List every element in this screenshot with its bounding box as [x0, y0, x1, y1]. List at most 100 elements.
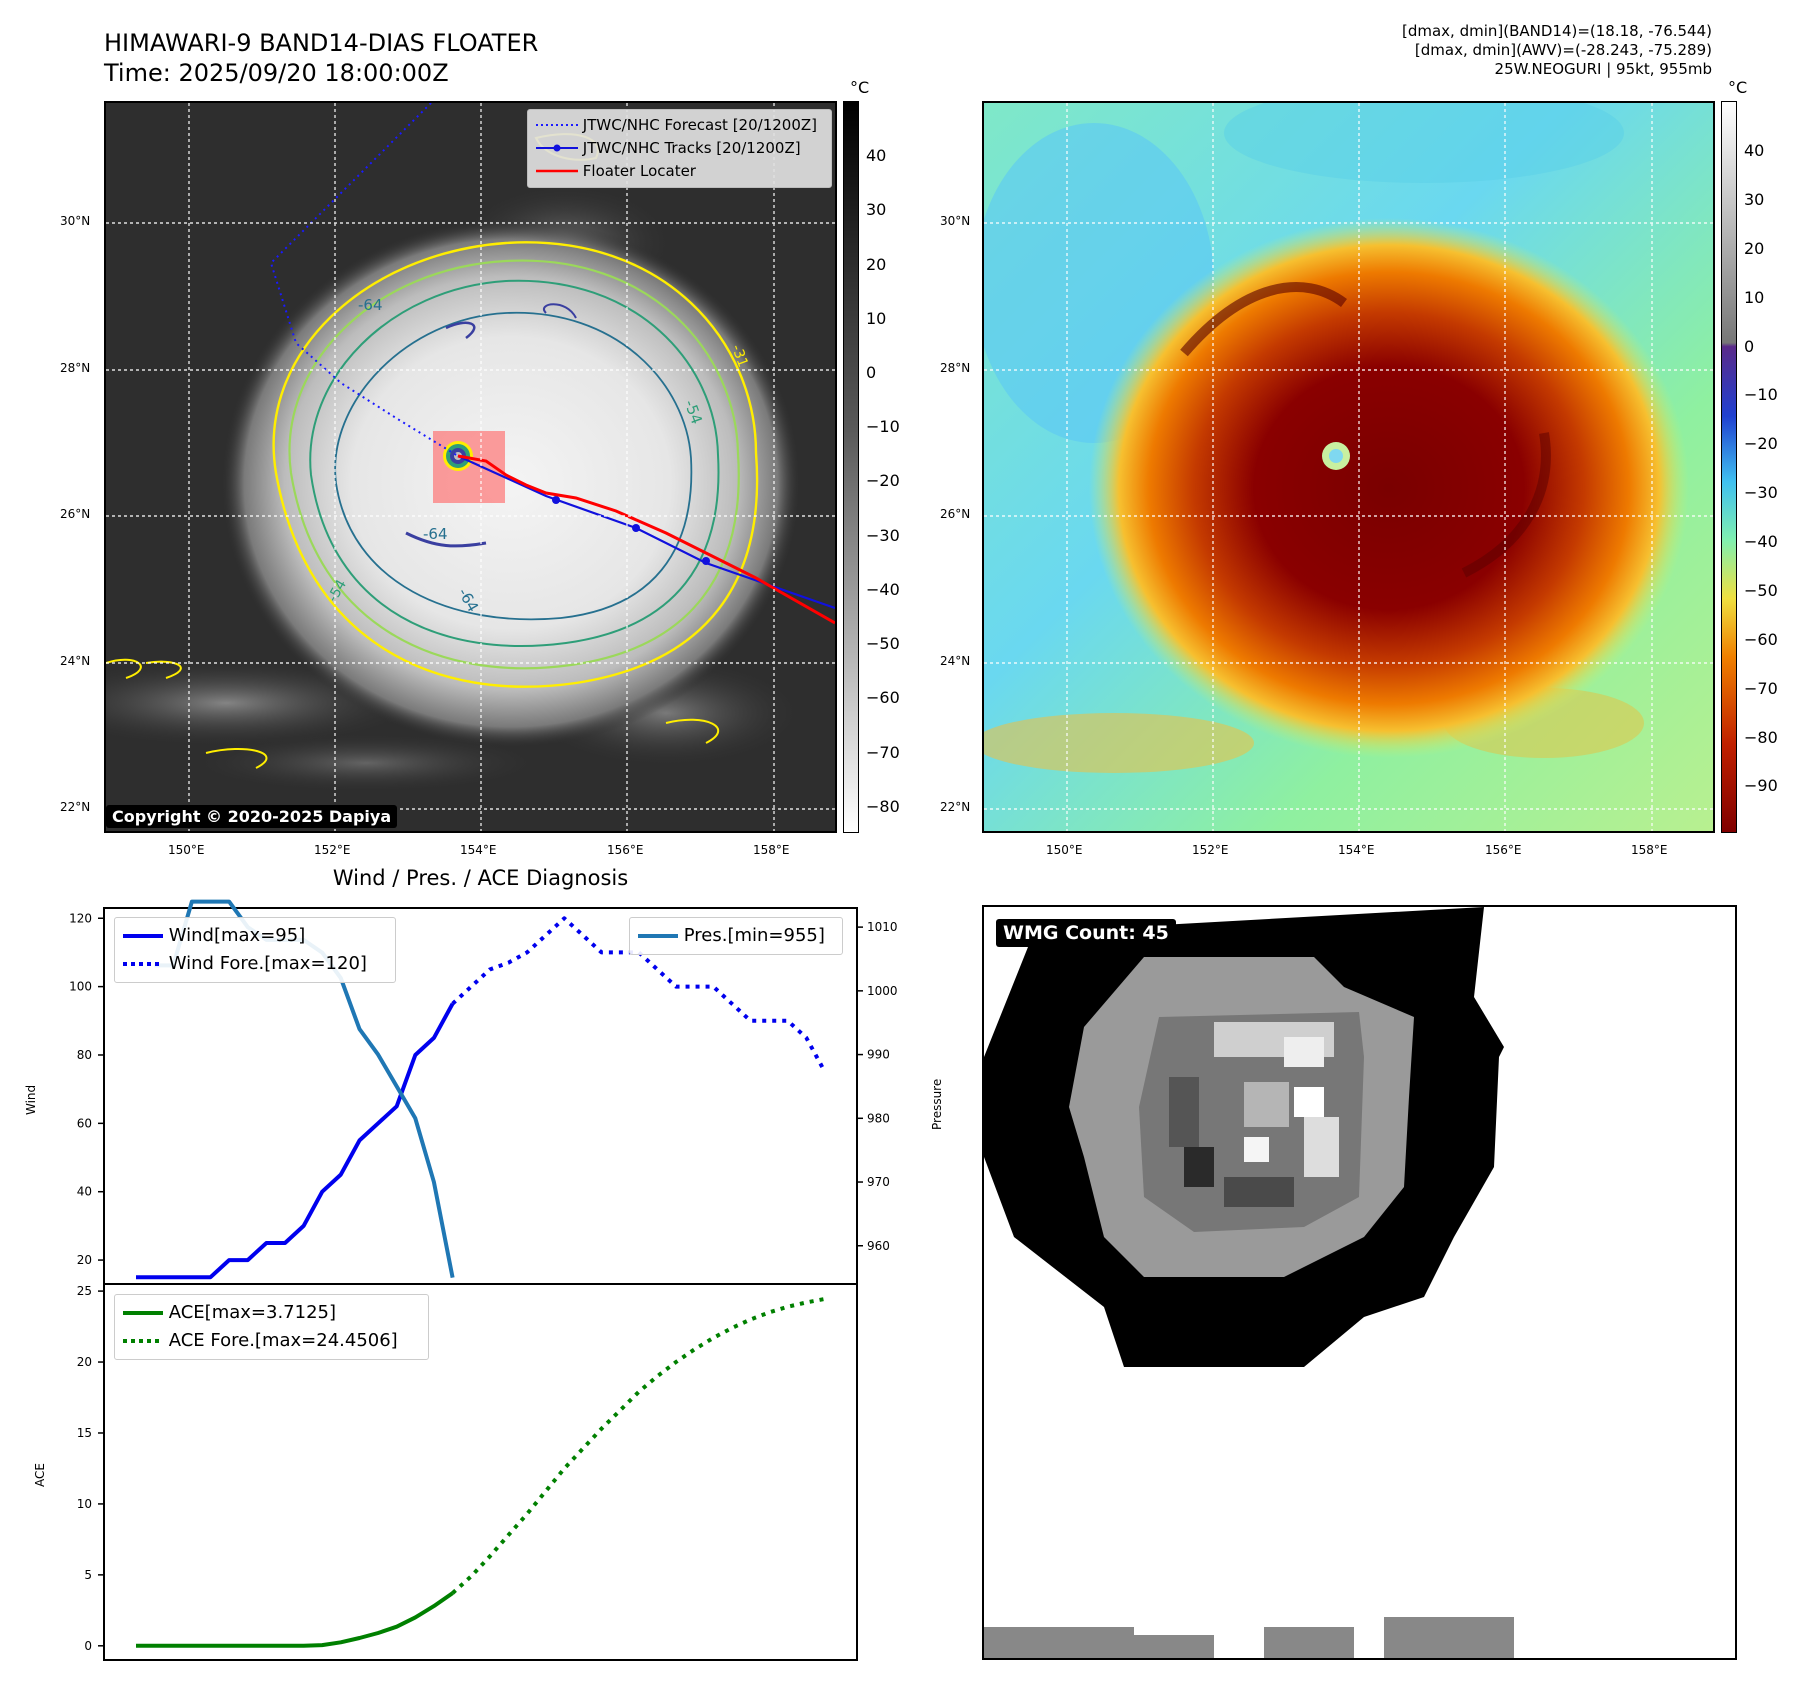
track-line-icon	[536, 144, 578, 152]
ir-satellite-image	[106, 103, 835, 831]
ir-lat-label-26: 26°N	[60, 507, 91, 521]
wv-lat-label-28: 28°N	[940, 361, 971, 375]
ir-cbar-tick-20: 20	[866, 255, 887, 274]
legend-wind-fore-label: Wind Fore.[max=120]	[168, 953, 367, 974]
wv-cbar-tick-m20: −20	[1744, 434, 1778, 453]
legend-item-tracks: JTWC/NHC Tracks [20/1200Z]	[536, 137, 823, 160]
wv-cbar-tick-40: 40	[1744, 141, 1765, 160]
y2-tick-label: 990	[867, 1048, 890, 1062]
legend-wind-label: Wind[max=95]	[168, 925, 306, 946]
wind-axis-label: Wind	[24, 1084, 38, 1115]
wv-cbar-tick-m50: −50	[1744, 581, 1778, 600]
ir-cbar-tick-m80: −80	[866, 797, 900, 816]
ace-axis-label: ACE	[33, 1463, 47, 1487]
legend-item-ace-fore: ACE Fore.[max=24.4506]	[123, 1327, 420, 1355]
legend-item-forecast: JTWC/NHC Forecast [20/1200Z]	[536, 114, 823, 137]
ir-cbar-tick-40: 40	[866, 146, 887, 165]
legend-item-pres: Pres.[min=955]	[638, 922, 834, 950]
contour-label-3: -64	[423, 525, 448, 543]
y-tick-label: 40	[77, 1185, 92, 1199]
ace-fore-line-icon	[123, 1339, 163, 1343]
wv-lon-label-156: 156°E	[1485, 843, 1522, 857]
y-tick-label: 15	[77, 1426, 92, 1440]
y-tick-label: 5	[84, 1568, 92, 1582]
legend-ace-label: ACE[max=3.7125]	[168, 1302, 336, 1323]
ir-lon-label-154: 154°E	[460, 843, 497, 857]
y-tick-label: 20	[77, 1253, 92, 1267]
ace-line-icon	[123, 1311, 163, 1315]
pressure-axis-label: Pressure	[930, 1078, 944, 1130]
y-tick-label: 25	[77, 1284, 92, 1298]
wv-cbar-tick-m80: −80	[1744, 728, 1778, 747]
legend-item-ace: ACE[max=3.7125]	[123, 1299, 420, 1327]
wmg-count-badge: WMG Count: 45	[996, 919, 1176, 947]
ir-lon-label-158: 158°E	[753, 843, 790, 857]
y2-tick-label: 980	[867, 1111, 890, 1125]
wind-line-icon	[123, 934, 163, 938]
figure-title: HIMAWARI-9 BAND14-DIAS FLOATER Time: 202…	[104, 28, 538, 88]
wv-satellite-image	[984, 103, 1713, 831]
wv-cbar-tick-m40: −40	[1744, 532, 1778, 551]
wv-lon-label-158: 158°E	[1631, 843, 1668, 857]
wv-cbar-tick-30: 30	[1744, 190, 1765, 209]
y2-tick-label: 960	[867, 1239, 890, 1253]
pressure-legend: Pres.[min=955]	[629, 917, 843, 955]
ir-satellite-panel: -64 -54 -64 -64 -31 -54 JTWC/NHC Forecas…	[104, 101, 837, 833]
ir-lat-label-30: 30°N	[60, 214, 91, 228]
legend-locater-label: Floater Locater	[582, 162, 696, 180]
ir-lat-label-28: 28°N	[60, 361, 91, 375]
ir-cbar-tick-30: 30	[866, 200, 887, 219]
locater-line-icon	[536, 169, 578, 173]
legend-item-wind-fore: Wind Fore.[max=120]	[123, 950, 387, 978]
ir-cbar-tick-m30: −30	[866, 526, 900, 545]
wv-satellite-panel	[982, 101, 1715, 833]
wv-colorbar	[1721, 101, 1737, 833]
ir-cbar-tick-m10: −10	[866, 417, 900, 436]
legend-forecast-label: JTWC/NHC Forecast [20/1200Z]	[582, 116, 818, 134]
wv-cbar-tick-10: 10	[1744, 288, 1765, 307]
ir-lat-label-22: 22°N	[60, 800, 91, 814]
ir-lon-label-152: 152°E	[314, 843, 351, 857]
ir-colorbar-unit: °C	[850, 78, 870, 97]
ir-cbar-tick-10: 10	[866, 309, 887, 328]
wmg-panel: WMG Count: 45	[982, 905, 1737, 1660]
ir-cbar-tick-m70: −70	[866, 743, 900, 762]
y2-tick-label: 1010	[867, 920, 898, 934]
wv-lat-label-24: 24°N	[940, 654, 971, 668]
wv-lat-label-30: 30°N	[940, 214, 971, 228]
wv-lon-label-150: 150°E	[1046, 843, 1083, 857]
y-tick-label: 60	[77, 1116, 92, 1130]
ace-axes: 0 5 10 15 20 25	[77, 1283, 858, 1661]
series-line-wind-max-95	[136, 1002, 455, 1280]
series-line-ace-max-3-7125	[136, 1591, 454, 1648]
legend-tracks-label: JTWC/NHC Tracks [20/1200Z]	[582, 139, 801, 157]
info-line-3: 25W.NEOGURI | 95kt, 955mb	[1494, 60, 1712, 78]
ir-cbar-tick-m40: −40	[866, 580, 900, 599]
contour-label-1: -64	[358, 296, 383, 314]
info-line-2: [dmax, dmin](AWV)=(-28.243, -75.289)	[1414, 41, 1712, 59]
series-line-wind-fore-max-120	[451, 916, 827, 1074]
series-line-ace-fore-max-24-4506	[451, 1296, 826, 1595]
ir-colorbar	[843, 101, 859, 833]
ir-lon-label-156: 156°E	[607, 843, 644, 857]
ir-cbar-tick-m60: −60	[866, 688, 900, 707]
info-block: [dmax, dmin](BAND14)=(18.18, -76.544) [d…	[1402, 22, 1712, 79]
forecast-line-icon	[536, 124, 578, 126]
y-tick-label: 120	[69, 911, 92, 925]
wv-colorbar-unit: °C	[1728, 78, 1748, 97]
wv-cbar-tick-m90: −90	[1744, 776, 1778, 795]
y-tick-label: 100	[69, 980, 92, 994]
title-line-1: HIMAWARI-9 BAND14-DIAS FLOATER	[104, 29, 539, 57]
wind-fore-line-icon	[123, 962, 163, 966]
wind-legend: Wind[max=95] Wind Fore.[max=120]	[114, 917, 396, 983]
ace-legend: ACE[max=3.7125] ACE Fore.[max=24.4506]	[114, 1294, 429, 1360]
wv-lat-label-22: 22°N	[940, 800, 971, 814]
y2-tick-label: 970	[867, 1175, 890, 1189]
legend-item-locater: Floater Locater	[536, 160, 823, 183]
wv-cbar-tick-20: 20	[1744, 239, 1765, 258]
info-line-1: [dmax, dmin](BAND14)=(18.18, -76.544)	[1401, 22, 1712, 40]
y-tick-label: 80	[77, 1048, 92, 1062]
copyright-badge: Copyright © 2020-2025 Dapiya	[106, 805, 398, 828]
wv-cbar-tick-m60: −60	[1744, 630, 1778, 649]
ir-lon-label-150: 150°E	[168, 843, 205, 857]
